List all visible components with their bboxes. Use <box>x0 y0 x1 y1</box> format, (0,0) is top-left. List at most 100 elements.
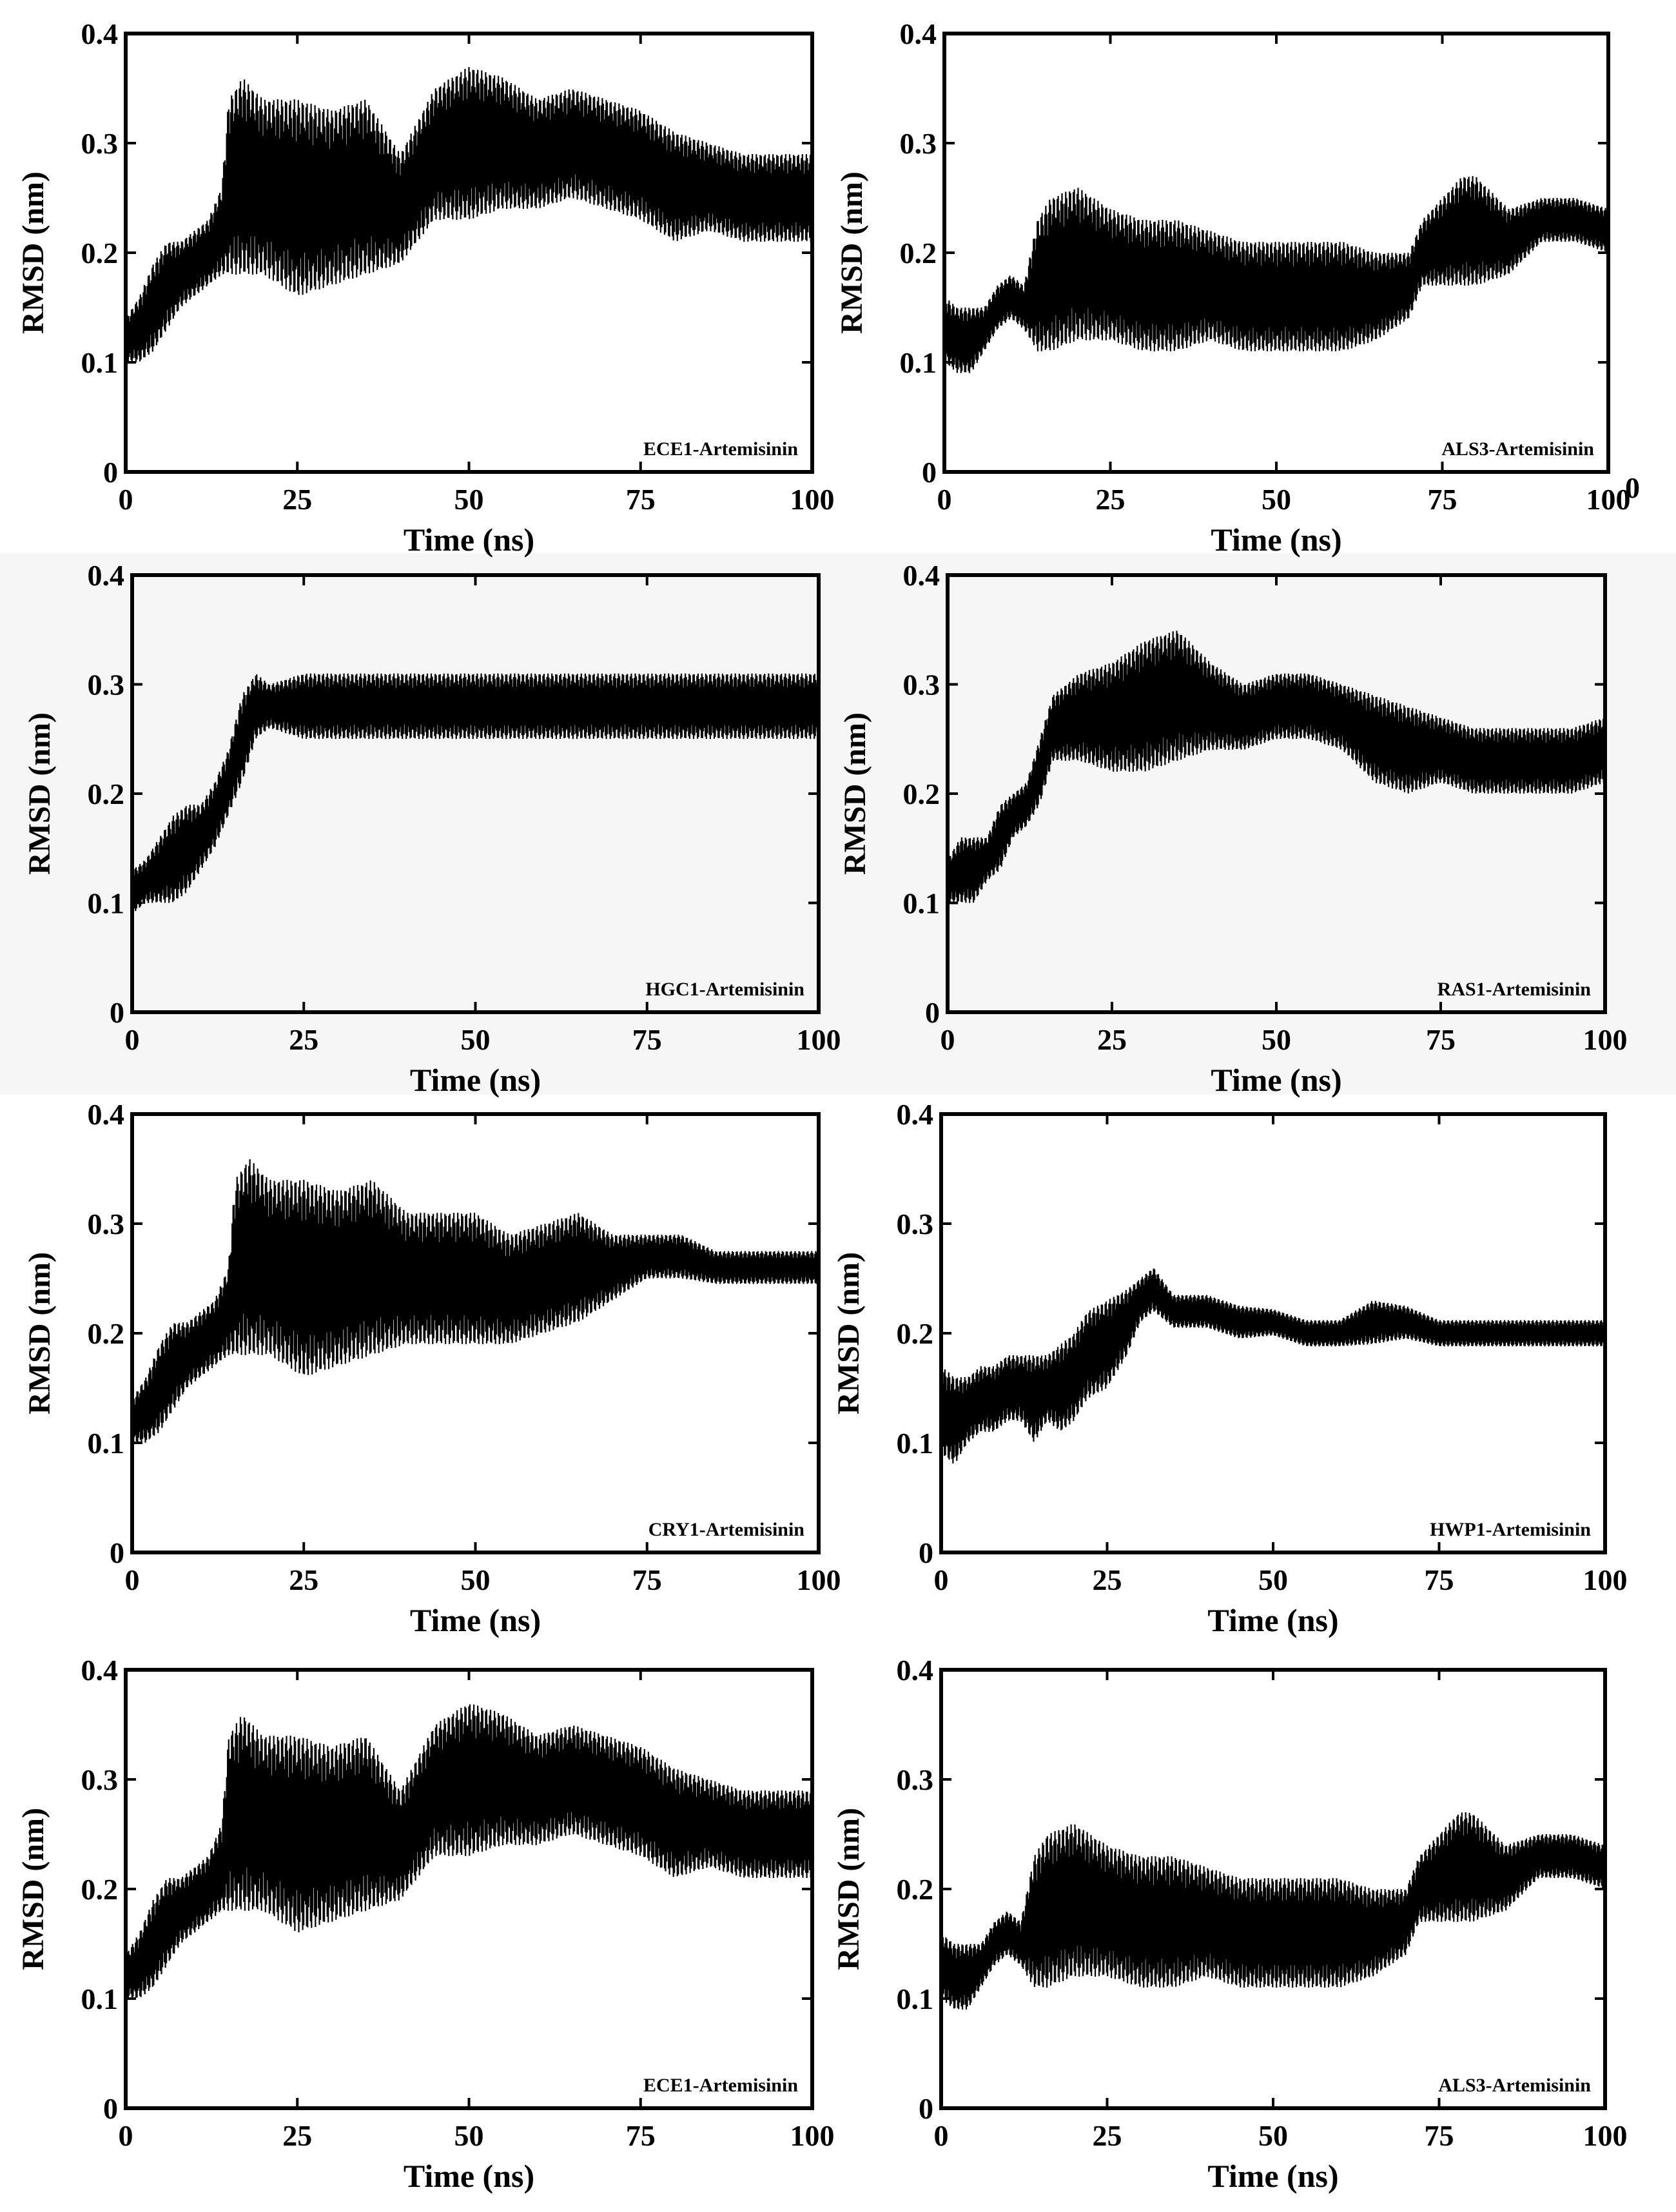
x-tick-label: 0 <box>125 1563 140 1596</box>
x-tick-label: 50 <box>454 2119 484 2152</box>
x-tick-label: 75 <box>1425 2119 1454 2152</box>
y-axis-label: RMSD (nm) <box>16 171 50 334</box>
x-tick-label: 50 <box>454 483 484 516</box>
series-line-HGC1-Artemisinin <box>131 673 820 912</box>
series-line-RAS1-Artemisinin <box>946 631 1606 903</box>
y-tick-label: 0.1 <box>88 1427 125 1460</box>
chart-panel-5: 0 25 50 75 100 0 0.1 0.2 0.3 0.4 Time (ns) RMSD (nm… <box>23 1098 841 1638</box>
background-band-row-2 <box>0 553 1676 1095</box>
x-tick-label: 25 <box>289 1563 318 1596</box>
y-tick-label: 0.4 <box>81 1654 119 1687</box>
x-tick-label: 100 <box>790 483 835 516</box>
x-tick-label: 50 <box>461 1563 491 1596</box>
x-tick-label: 25 <box>282 483 312 516</box>
chart-panel-6: 0 25 50 75 100 0 0.1 0.2 0.3 0.4 Time (ns) RMSD (nm… <box>832 1098 1628 1638</box>
y-tick-label: 0 <box>103 2092 118 2125</box>
y-tick-label: 0 <box>919 1536 933 1569</box>
chart-panel-4: 0 25 50 75 100 0 0.1 0.2 0.3 0.4 Time (ns) RMSD (nm… <box>838 559 1628 1098</box>
series-label: ALS3-Artemisinin <box>1441 438 1594 460</box>
chart-panel-1: 0 25 50 75 100 0 0.1 0.2 0.3 0.4 Time (ns) RMSD (nm… <box>16 17 835 558</box>
y-tick-label: 0.2 <box>897 1873 934 1906</box>
series-line-ECE1-Artemisinin <box>124 66 814 362</box>
series-label: ALS3-Artemisinin <box>1438 2075 1591 2096</box>
y-tick-label: 0 <box>110 1536 124 1569</box>
x-tick-label: 25 <box>1093 2119 1122 2152</box>
y-tick-label: 0.2 <box>903 778 940 810</box>
y-tick-label: 0.2 <box>81 237 119 269</box>
series-label: HWP1-Artemisinin <box>1430 1519 1591 1540</box>
x-tick-label: 75 <box>626 2119 656 2152</box>
x-axis-label: Time (ns) <box>1207 1602 1338 1638</box>
x-tick-label: 75 <box>1426 1023 1456 1056</box>
x-tick-label: 75 <box>632 1023 662 1056</box>
series-label: ECE1-Artemisinin <box>643 2075 798 2096</box>
y-tick-label: 0.1 <box>903 887 940 920</box>
y-tick-label: 0.3 <box>88 669 125 701</box>
series-label: CRY1-Artemisinin <box>648 1519 805 1540</box>
y-tick-label: 0.4 <box>903 559 940 592</box>
series-label: HGC1-Artemisinin <box>645 979 804 1000</box>
x-tick-label: 75 <box>1428 483 1457 516</box>
x-axis-label: Time (ns) <box>404 522 534 558</box>
x-tick-label: 25 <box>1097 1023 1127 1056</box>
chart-panel-7: 0 25 50 75 100 0 0.1 0.2 0.3 0.4 Time (ns) RMSD (nm… <box>16 1654 835 2194</box>
series-line-ALS3-Artemisinin <box>943 176 1610 373</box>
series-line-HWP1-Artemisinin <box>940 1268 1606 1464</box>
x-tick-label: 50 <box>461 1023 491 1056</box>
y-tick-label: 0 <box>110 996 124 1029</box>
y-tick-label: 0.4 <box>88 1098 125 1131</box>
x-tick-label: 75 <box>632 1563 662 1596</box>
x-tick-label: 100 <box>790 2119 835 2152</box>
y-tick-label: 0.3 <box>897 1208 934 1240</box>
x-tick-label: 0 <box>119 2119 133 2152</box>
x-tick-label: 50 <box>1262 1023 1291 1056</box>
y-axis-label: RMSD (nm) <box>23 712 57 875</box>
x-axis-label: Time (ns) <box>1207 2158 1338 2194</box>
x-tick-label: 25 <box>289 1023 318 1056</box>
y-tick-label: 0.2 <box>81 1873 119 1906</box>
y-tick-label: 0.4 <box>900 17 937 50</box>
x-tick-label: 0 <box>940 1023 955 1056</box>
y-axis-label: RMSD (nm) <box>16 1808 50 1970</box>
series-label: ECE1-Artemisinin <box>643 438 798 460</box>
chart-panel-8: 0 25 50 75 100 0 0.1 0.2 0.3 0.4 Time (ns) RMSD (nm… <box>832 1654 1628 2194</box>
x-tick-label: 100 <box>797 1563 841 1596</box>
y-tick-label: 0.3 <box>903 669 940 701</box>
x-tick-label: 75 <box>626 483 656 516</box>
series-line-CRY1-Artemisinin <box>131 1159 820 1444</box>
y-axis-label: RMSD (nm) <box>838 712 872 875</box>
x-tick-label: 0 <box>937 483 952 516</box>
y-tick-label: 0.4 <box>897 1654 934 1687</box>
x-tick-label: 0 <box>934 2119 949 2152</box>
y-tick-label: 0.1 <box>897 1982 934 2015</box>
y-axis-label: RMSD (nm) <box>832 1808 866 1970</box>
x-axis-label: Time (ns) <box>410 1602 541 1638</box>
y-tick-label: 0.2 <box>900 237 937 269</box>
y-tick-label: 0.1 <box>81 1982 119 2015</box>
x-tick-label: 100 <box>1586 483 1631 516</box>
y-tick-label: 0.1 <box>897 1427 934 1460</box>
plot-frame <box>946 573 1607 1014</box>
series-label: RAS1-Artemisinin <box>1437 979 1592 1000</box>
y-tick-label: 0 <box>103 456 118 489</box>
x-tick-label: 0 <box>125 1023 140 1056</box>
y-tick-label: 0.4 <box>81 17 119 50</box>
x-tick-label: 75 <box>1425 1563 1454 1596</box>
y-tick-label: 0.4 <box>88 559 125 592</box>
y-axis-label: RMSD (nm) <box>23 1252 57 1414</box>
x-tick-label: 25 <box>1096 483 1125 516</box>
series-line-ECE1-Artemisinin <box>124 1704 814 1999</box>
x-tick-label: 100 <box>1583 1023 1628 1056</box>
x-tick-label: 0 <box>119 483 133 516</box>
x-axis-label: Time (ns) <box>1211 522 1341 558</box>
x-tick-label: 0 <box>934 1563 949 1596</box>
x-tick-label: 100 <box>1583 2119 1628 2152</box>
x-tick-label: 50 <box>1258 2119 1288 2152</box>
x-tick-label: 100 <box>797 1023 841 1056</box>
x-tick-label: 50 <box>1262 483 1291 516</box>
x-tick-label: 25 <box>282 2119 312 2152</box>
y-tick-label: 0.3 <box>81 127 119 160</box>
y-tick-label: 0 <box>919 2092 933 2125</box>
